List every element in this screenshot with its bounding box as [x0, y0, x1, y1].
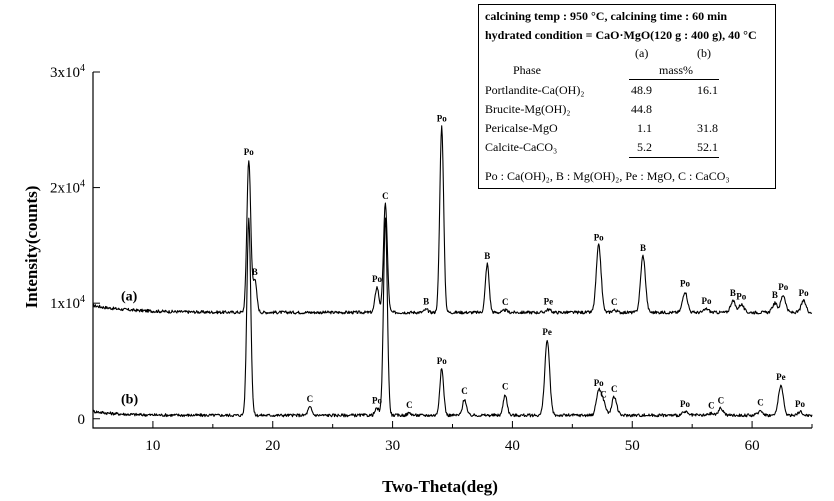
- peak-label: Po: [437, 356, 447, 366]
- x-tick-label: 30: [385, 438, 400, 454]
- inset-row-a: 48.9: [631, 83, 652, 97]
- x-axis-title: Two-Theta(deg): [382, 477, 498, 496]
- peak-label: C: [611, 384, 618, 394]
- inset-header-rule: [629, 79, 719, 80]
- x-tick-label: 50: [625, 438, 640, 454]
- inset-row-phase: Brucite-Mg(OH)₂: [485, 102, 571, 116]
- inset-row-a: 44.8: [631, 102, 652, 116]
- inset-col-b: (b): [697, 46, 711, 60]
- peak-label: C: [307, 394, 314, 404]
- peak-label: Po: [594, 378, 604, 388]
- peak-label: Po: [680, 279, 690, 289]
- inset-footnote: Po : Ca(OH)₂, B : Mg(OH)₂, Pe : MgO, C :…: [485, 169, 730, 183]
- inset-row-phase: Portlandite-Ca(OH)₂: [485, 83, 585, 97]
- inset-col-a: (a): [635, 46, 649, 60]
- x-tick-label: 20: [265, 438, 280, 454]
- peak-label: C: [502, 381, 509, 391]
- x-tick-label: 60: [745, 438, 760, 454]
- peak-label: Po: [795, 399, 805, 409]
- peak-label: Pe: [776, 372, 786, 382]
- trace-line: [93, 125, 813, 315]
- peak-label: Po: [372, 274, 382, 284]
- peak-label: Po: [778, 282, 788, 292]
- ticks: 10 20 30 40 50 60 0 1x104 2x104 3x104: [50, 63, 813, 454]
- y-tick-label: 0: [78, 412, 86, 428]
- peak-label: Po: [594, 232, 604, 242]
- trace-line: [92, 217, 813, 418]
- y-tick-label: 1x104: [50, 294, 85, 312]
- peak-label: Po: [799, 288, 809, 298]
- y-axis-title: Intensity(counts): [22, 186, 41, 309]
- inset-line2: hydrated condition = CaO·MgO(120 g : 400…: [485, 28, 757, 42]
- peak-label: C: [708, 401, 715, 411]
- y-tick-label: 2x104: [50, 179, 85, 197]
- peak-label: B: [252, 267, 258, 277]
- peak-label: C: [382, 191, 389, 201]
- peak-label: Po: [680, 399, 690, 409]
- peak-label: Po: [736, 291, 746, 301]
- peak-label: B: [423, 297, 429, 307]
- inset-header-phase: Phase: [513, 63, 541, 77]
- inset-line1: calcining temp : 950 °C, calcining time …: [485, 9, 728, 23]
- traces: [92, 125, 813, 418]
- peak-label: B: [484, 251, 490, 261]
- x-tick-label: 10: [145, 438, 160, 454]
- peak-label: C: [406, 400, 413, 410]
- peak-label: B: [772, 290, 778, 300]
- inset-row-a: 5.2: [637, 140, 652, 154]
- peak-label: Pe: [542, 327, 552, 337]
- peak-label: C: [600, 390, 607, 400]
- peak-label: C: [502, 297, 509, 307]
- y-tick-label: 3x104: [50, 63, 85, 81]
- inset-table: calcining temp : 950 °C, calcining time …: [478, 4, 776, 189]
- peak-label: C: [611, 297, 618, 307]
- inset-row-a: 1.1: [637, 121, 652, 135]
- peak-label: C: [757, 398, 764, 408]
- peak-label: B: [640, 243, 646, 253]
- inset-header-unit: mass%: [659, 63, 693, 77]
- series-label: (a): [121, 289, 138, 304]
- inset-row-b: 52.1: [697, 140, 718, 154]
- peak-label: Po: [437, 113, 447, 123]
- peak-label: Pe: [544, 297, 554, 307]
- inset-row-b: 16.1: [697, 83, 718, 97]
- inset-row-phase: Calcite-CaCO₃: [485, 140, 558, 154]
- inset-row-b: 31.8: [697, 121, 718, 135]
- peak-label: C: [461, 386, 468, 396]
- peak-label: Po: [372, 395, 382, 405]
- peak-label: B: [730, 288, 736, 298]
- peak-label: C: [718, 395, 725, 405]
- series-label: (b): [121, 392, 138, 407]
- peak-label: Po: [244, 147, 254, 157]
- x-tick-label: 40: [505, 438, 520, 454]
- peak-label: Po: [702, 296, 712, 306]
- inset-row-phase: Pericalse-MgO: [485, 121, 558, 135]
- inset-bottom-rule: [629, 157, 719, 158]
